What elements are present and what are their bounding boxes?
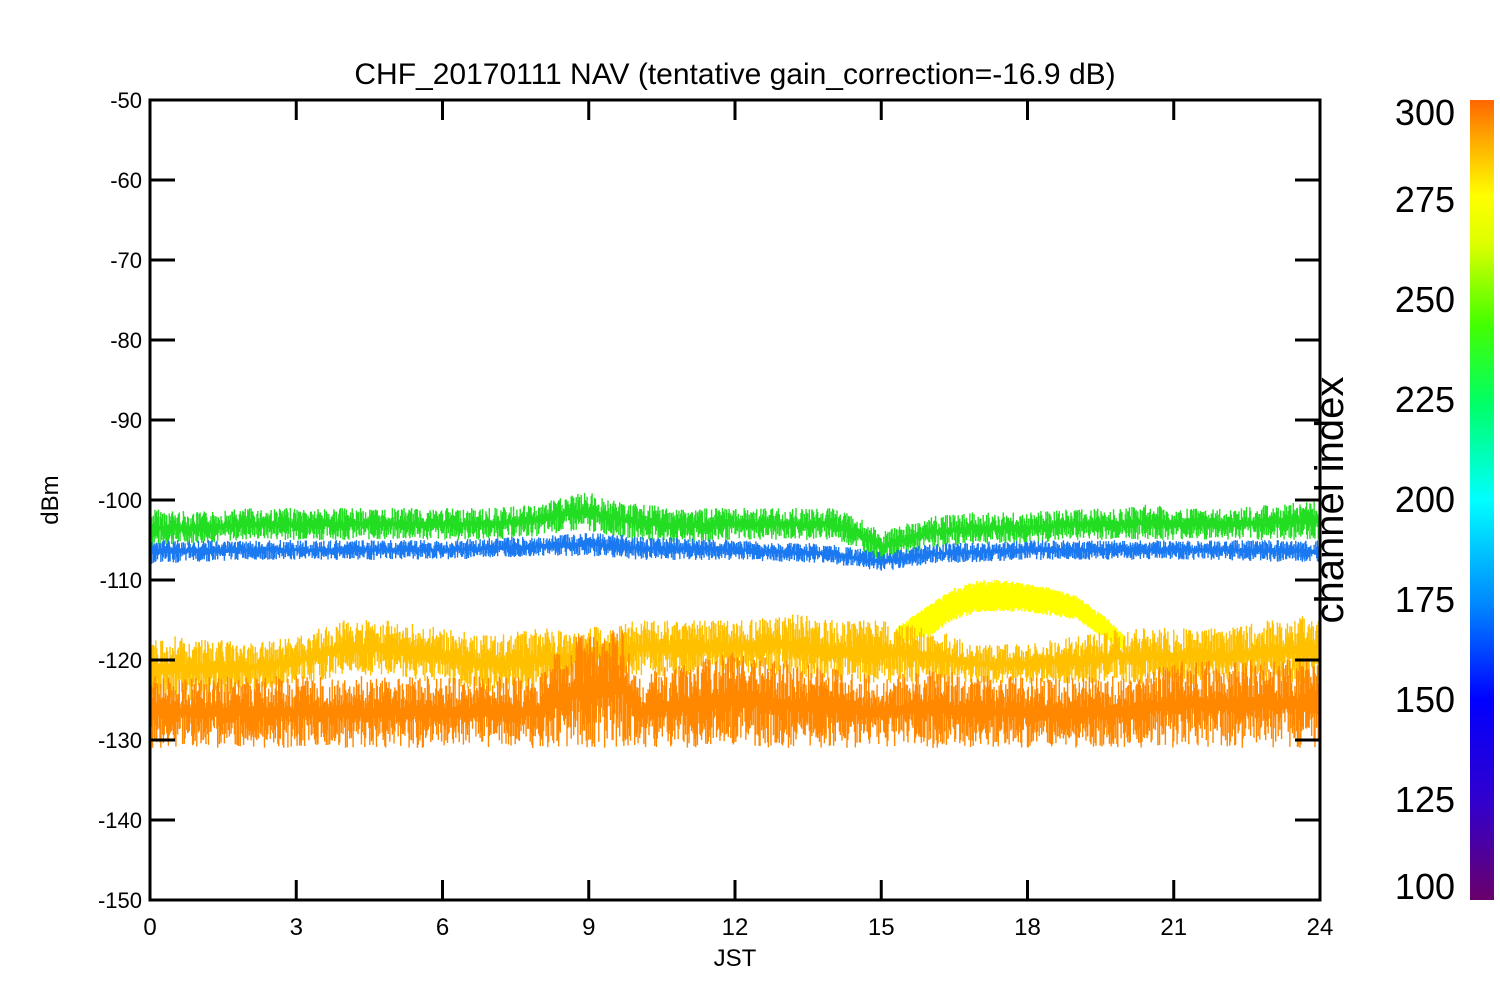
y-axis: -50 -60 -70 -80 -90 -100 -110 -120 -130 -140 -150 [98,88,1320,913]
series-band-ch300 [150,630,1320,748]
series-trace-ch300 [150,630,1320,748]
x-tick-label: 6 [436,914,449,941]
colorbar-label: channel index [1308,377,1352,624]
colorbar-tick-label: 300 [1395,92,1455,133]
colorbar-tick-label: 200 [1395,479,1455,520]
y-tick-label: -130 [98,728,142,753]
colorbar-tick-label: 250 [1395,279,1455,320]
y-tick-label: -120 [98,648,142,673]
x-tick-label: 18 [1014,914,1041,941]
series-band-ch290 [150,614,1320,700]
series-band-ch230 [150,492,1320,564]
y-tick-label: -50 [110,88,142,113]
plot-frame [148,98,1322,902]
colorbar-tick-label: 125 [1395,779,1455,820]
x-axis-label: JST [714,945,757,972]
colorbar-tick-label: 100 [1395,866,1455,907]
y-tick-label: -100 [98,488,142,513]
colorbar-tick-label: 225 [1395,379,1455,420]
x-tick-label: 21 [1160,914,1187,941]
x-tick-label: 24 [1307,914,1334,941]
x-tick-label: 0 [143,914,156,941]
data-series-layer [150,492,1320,748]
series-trace-ch155 [150,533,1320,571]
series-band-ch155 [150,533,1320,571]
x-tick-label: 9 [582,914,595,941]
y-tick-label: -110 [100,568,142,593]
x-tick-label: 12 [722,914,749,941]
y-tick-label: -150 [98,888,142,913]
colorbar-tick-label: 275 [1395,179,1455,220]
series-trace-ch290 [150,614,1320,700]
y-axis-label: dBm [37,475,64,524]
x-tick-label: 15 [868,914,895,941]
colorbar [1470,100,1494,900]
chart-title: CHF_20170111 NAV (tentative gain_correct… [354,58,1115,91]
y-tick-label: -60 [110,168,142,193]
y-tick-label: -140 [98,808,142,833]
y-tick-label: -80 [110,328,142,353]
x-axis: 0 3 6 9 12 15 18 21 24 [143,100,1333,941]
y-tick-label: -70 [110,248,142,273]
colorbar-tick-label: 150 [1395,679,1455,720]
y-tick-label: -90 [110,408,142,433]
series-trace-ch230 [150,492,1320,564]
x-tick-label: 3 [290,914,303,941]
colorbar-tick-label: 175 [1395,579,1455,620]
colorbar-ticks: 300 275 250 225 200 175 150 125 100 [1395,92,1455,907]
